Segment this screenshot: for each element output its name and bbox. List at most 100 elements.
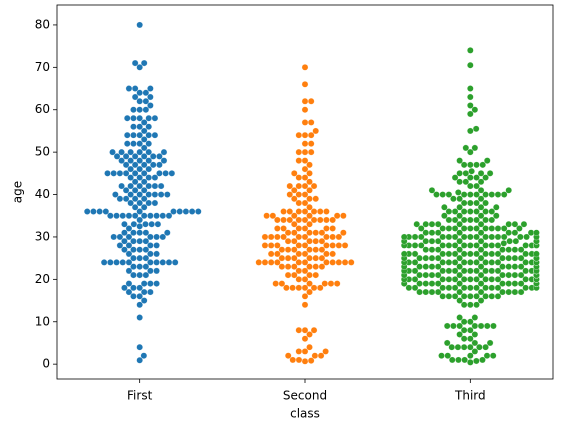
point [471, 339, 479, 347]
point [341, 242, 349, 249]
point [301, 64, 309, 71]
point [278, 254, 286, 262]
point [136, 357, 143, 364]
point [136, 191, 143, 198]
point [110, 233, 117, 241]
point [142, 89, 150, 97]
point [439, 250, 446, 258]
point [445, 276, 453, 283]
point [329, 216, 336, 224]
point [301, 148, 309, 156]
point [140, 144, 148, 152]
point [127, 157, 134, 164]
point [460, 343, 468, 351]
point [130, 263, 137, 270]
point [494, 267, 502, 275]
point [113, 212, 120, 219]
point [483, 352, 491, 359]
point [147, 102, 154, 109]
point [462, 170, 470, 177]
point [261, 242, 269, 249]
point [295, 199, 303, 207]
x-tick-label: Third [454, 389, 486, 403]
point [505, 246, 512, 253]
point [312, 127, 319, 135]
point [477, 297, 485, 304]
point [151, 191, 159, 198]
point [460, 276, 468, 283]
point [482, 343, 489, 351]
point [145, 114, 152, 122]
axes-frame [56, 4, 554, 380]
point [341, 259, 349, 266]
point [145, 140, 152, 147]
point [295, 326, 303, 334]
point [445, 233, 453, 241]
point [488, 216, 496, 224]
point [482, 199, 489, 207]
point [125, 288, 133, 296]
point [511, 229, 519, 236]
point [136, 246, 143, 253]
point [456, 331, 463, 338]
point [125, 242, 133, 249]
point [130, 254, 137, 262]
point [295, 233, 303, 241]
point [473, 284, 480, 292]
point [329, 250, 336, 258]
point [456, 204, 463, 211]
point [460, 293, 468, 300]
point [306, 280, 313, 287]
point [511, 254, 519, 262]
point [511, 280, 519, 287]
point [467, 225, 474, 232]
point [477, 212, 485, 219]
point [274, 233, 281, 241]
point [441, 212, 448, 219]
point [445, 293, 453, 300]
point [312, 254, 319, 262]
point [136, 157, 143, 164]
point [467, 301, 474, 309]
point [291, 187, 298, 194]
point [295, 259, 303, 266]
point [142, 263, 150, 270]
point [318, 254, 326, 262]
y-tick-label: 40 [35, 187, 50, 201]
point [127, 191, 134, 198]
point [295, 267, 303, 275]
point [113, 153, 121, 160]
point [473, 161, 480, 169]
point [284, 254, 292, 262]
point [467, 267, 474, 275]
point [307, 140, 315, 147]
point [284, 263, 292, 270]
point [511, 220, 519, 228]
point [127, 199, 134, 207]
point [416, 263, 423, 270]
point [456, 170, 463, 177]
point [261, 259, 269, 266]
point [130, 114, 137, 122]
point [107, 212, 114, 219]
point [130, 123, 137, 130]
point [312, 195, 319, 203]
point [125, 280, 133, 287]
point [280, 216, 287, 224]
point [125, 267, 133, 275]
point [428, 263, 436, 270]
point [467, 102, 474, 109]
point [439, 267, 446, 275]
point [306, 178, 313, 186]
point [411, 250, 419, 258]
point [456, 271, 463, 279]
point [488, 276, 496, 283]
y-axis-label: age [11, 181, 25, 203]
point [136, 208, 143, 215]
point [136, 343, 143, 351]
point [318, 237, 326, 245]
point [517, 280, 525, 287]
point [295, 182, 303, 190]
point [477, 288, 485, 296]
point [467, 110, 474, 118]
